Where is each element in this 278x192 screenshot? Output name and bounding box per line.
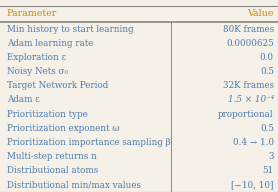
Text: 3: 3 [268, 152, 274, 161]
Text: Prioritization exponent ω: Prioritization exponent ω [7, 124, 120, 133]
Text: Exploration ε: Exploration ε [7, 53, 66, 62]
Text: Prioritization type: Prioritization type [7, 110, 88, 119]
Text: 0.5: 0.5 [260, 67, 274, 76]
Text: Noisy Nets σ₀: Noisy Nets σ₀ [7, 67, 68, 76]
Text: Distributional atoms: Distributional atoms [7, 166, 98, 175]
Text: 0.4 → 1.0: 0.4 → 1.0 [233, 138, 274, 147]
Text: 0.5: 0.5 [260, 124, 274, 133]
Text: [−10, 10]: [−10, 10] [231, 180, 274, 190]
Text: Target Network Period: Target Network Period [7, 81, 108, 90]
Text: proportional: proportional [218, 110, 274, 119]
Text: Multi-step returns n: Multi-step returns n [7, 152, 97, 161]
Text: 0.0000625: 0.0000625 [226, 39, 274, 48]
Text: 0.0: 0.0 [260, 53, 274, 62]
Text: Adam ε: Adam ε [7, 95, 40, 104]
Text: 80K frames: 80K frames [223, 25, 274, 34]
Text: 1.5 × 10⁻⁴: 1.5 × 10⁻⁴ [228, 95, 274, 104]
Text: 51: 51 [263, 166, 274, 175]
Text: Min history to start learning: Min history to start learning [7, 25, 133, 34]
Text: 32K frames: 32K frames [223, 81, 274, 90]
Text: Adam learning rate: Adam learning rate [7, 39, 93, 48]
Text: Parameter: Parameter [7, 9, 57, 18]
Text: Value: Value [247, 9, 274, 18]
Text: Prioritization importance sampling β: Prioritization importance sampling β [7, 138, 171, 147]
Text: Distributional min/max values: Distributional min/max values [7, 180, 141, 190]
